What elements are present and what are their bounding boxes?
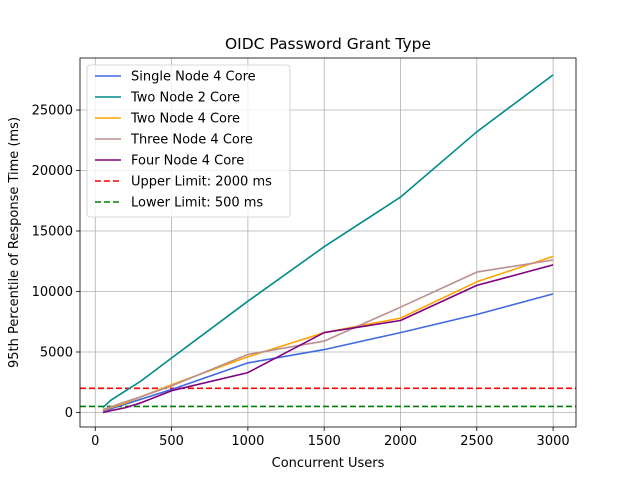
legend-entry-label: Single Node 4 Core xyxy=(131,70,256,85)
series-line xyxy=(102,264,554,414)
y-axis-label: 95th Percentile of Response Time (ms) xyxy=(7,117,22,368)
x-axis-ticks: 0 500 1000 1500 2000 2500 3000 xyxy=(91,427,570,449)
x-tick-label: 2000 xyxy=(384,434,417,449)
x-tick-label: 3000 xyxy=(537,434,570,449)
x-tick-label: 1000 xyxy=(231,434,264,449)
legend-entry-label: Upper Limit: 2000 ms xyxy=(131,175,272,190)
series-lines xyxy=(102,74,554,414)
y-tick-label: 10000 xyxy=(32,285,73,300)
chart-title: OIDC Password Grant Type xyxy=(225,35,431,53)
legend-frame xyxy=(86,64,291,218)
x-axis-label: Concurrent Users xyxy=(272,456,385,471)
y-tick-label: 20000 xyxy=(32,164,73,179)
y-axis-ticks: 0 5000 10000 15000 20000 25000 xyxy=(32,104,80,421)
y-tick-label: 25000 xyxy=(32,104,73,119)
x-tick-label: 1500 xyxy=(308,434,341,449)
series-line xyxy=(102,259,554,411)
x-tick-label: 2500 xyxy=(460,434,493,449)
legend-entry-label: Two Node 2 Core xyxy=(130,91,240,106)
y-tick-label: 5000 xyxy=(40,345,73,360)
x-tick-label: 500 xyxy=(159,434,184,449)
series-line xyxy=(102,293,554,412)
legend: Single Node 4 Core Two Node 2 Core Two Nod… xyxy=(86,64,291,218)
y-tick-label: 15000 xyxy=(32,225,73,240)
y-tick-label: 0 xyxy=(65,406,73,421)
legend-entry-label: Three Node 4 Core xyxy=(130,133,253,148)
x-tick-label: 0 xyxy=(91,434,99,449)
legend-entry-label: Four Node 4 Core xyxy=(131,154,244,169)
plot-frame xyxy=(79,57,577,428)
legend-entry-label: Lower Limit: 500 ms xyxy=(131,196,263,211)
legend-entry-label: Two Node 4 Core xyxy=(130,112,240,127)
series-line xyxy=(102,74,554,409)
